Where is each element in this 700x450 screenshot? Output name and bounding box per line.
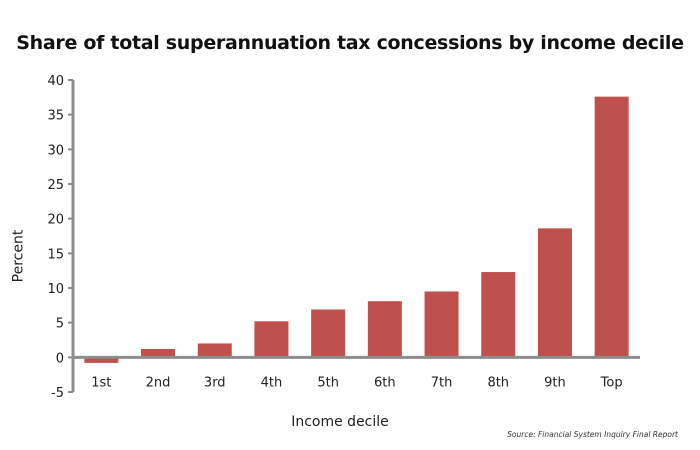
y-tick-label: -5 xyxy=(51,386,64,401)
y-tick-label: 20 xyxy=(47,213,64,228)
source-note: Source: Financial System Inquiry Final R… xyxy=(507,430,678,439)
y-tick-label: 30 xyxy=(47,143,64,158)
bar-7th xyxy=(424,291,459,358)
y-tick-label: 25 xyxy=(47,178,64,193)
x-tick-label: 4th xyxy=(261,375,283,390)
x-tick-label: 7th xyxy=(431,375,453,390)
bar-5th xyxy=(311,309,346,358)
bar-top xyxy=(594,96,629,358)
y-tick-label: 0 xyxy=(56,351,64,366)
y-tick-label: 35 xyxy=(47,109,64,124)
x-tick-label: 8th xyxy=(487,375,509,390)
bar-3rd xyxy=(197,343,232,358)
x-tick-label: 5th xyxy=(317,375,339,390)
x-tick-label: 9th xyxy=(544,375,566,390)
x-tick-label: 6th xyxy=(374,375,396,390)
bar-4th xyxy=(254,321,289,358)
y-axis-label: Percent xyxy=(10,229,27,283)
chart-title: Share of total superannuation tax conces… xyxy=(16,32,684,54)
x-tick-label: 3rd xyxy=(204,375,226,390)
bar-1st xyxy=(84,357,119,363)
x-axis-label: Income decile xyxy=(291,414,389,430)
bar-6th xyxy=(367,301,402,358)
y-tick-label: 40 xyxy=(47,74,64,89)
x-tick-label: 2nd xyxy=(146,375,171,390)
bar-2nd xyxy=(141,349,176,358)
y-tick-label: 5 xyxy=(56,317,64,332)
y-tick-label: 15 xyxy=(47,247,64,262)
bar-9th xyxy=(537,228,572,358)
x-tick-label: Top xyxy=(600,375,623,390)
y-tick-label: 10 xyxy=(47,282,64,297)
bar-8th xyxy=(481,272,516,358)
x-tick-label: 1st xyxy=(91,375,111,390)
